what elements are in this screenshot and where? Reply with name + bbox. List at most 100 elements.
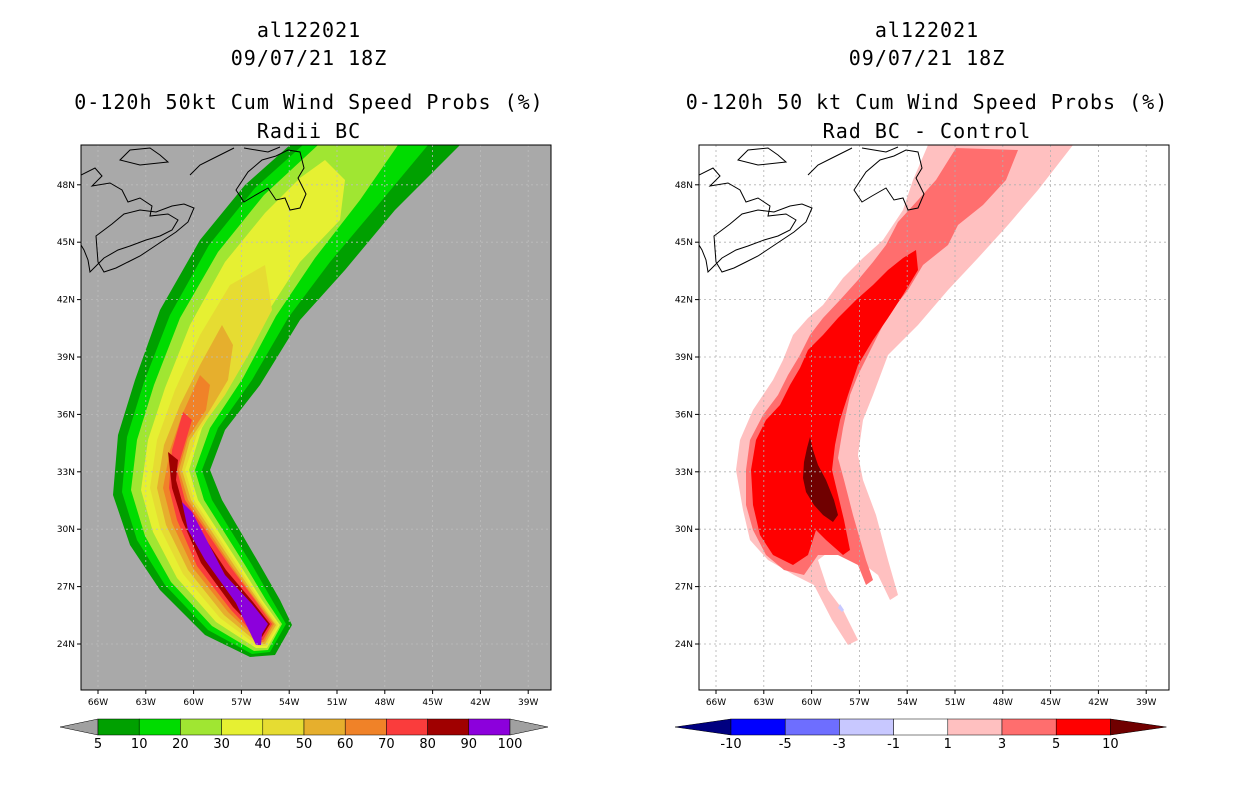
left-datetime: 09/07/21 18Z [230, 46, 388, 70]
colorbar-swatch [893, 718, 949, 736]
colorbar-label: 80 [419, 737, 436, 752]
colorbar-extend-high [1110, 718, 1167, 736]
colorbar-label: 10 [1102, 737, 1119, 752]
diff-contour-neg [838, 604, 844, 612]
lon-tick-label: 51W [945, 698, 965, 708]
left-product-title: 0-120h 50kt Cum Wind Speed Probs (%) [74, 90, 544, 114]
colorbar-swatch [839, 718, 894, 736]
lon-tick-label: 42W [470, 698, 490, 708]
colorbar-label: 90 [461, 737, 478, 752]
right-chart-panel: al122021 09/07/21 18Z 0-120h 50 kt Cum W… [618, 0, 1236, 800]
colorbar-extend-high [509, 718, 549, 736]
contour-90 [182, 502, 268, 645]
lon-tick-label: 39W [518, 698, 538, 708]
right-coastline [699, 146, 925, 274]
colorbar-swatch [947, 718, 1003, 736]
right-subtitle: Rad BC - Control [822, 119, 1032, 143]
lon-tick-label: 42W [1088, 698, 1108, 708]
colorbar-label: -3 [833, 737, 846, 752]
lon-tick-label: 66W [88, 698, 108, 708]
right-plot-frame [698, 144, 1170, 691]
lat-tick-label: 27N [57, 583, 75, 593]
lat-tick-label: 39N [57, 353, 75, 363]
colorbar-label: 3 [998, 737, 1006, 752]
lat-tick-label: 24N [57, 640, 75, 650]
right-colorbar: -10 -5 -3 -1 1 3 5 10 [674, 718, 1167, 752]
lat-tick-label: 48N [57, 181, 75, 191]
lat-tick-label: 30N [675, 525, 693, 535]
colorbar-swatch [427, 718, 470, 736]
right-longitude-labels: 66W 63W 60W 57W 54W 51W 48W 45W 42W 39W [706, 698, 1157, 708]
colorbar-label: 50 [296, 737, 313, 752]
colorbar-label: -1 [887, 737, 900, 752]
right-datetime: 09/07/21 18Z [848, 46, 1006, 70]
right-storm-id: al122021 [874, 18, 980, 42]
lat-tick-label: 24N [675, 640, 693, 650]
colorbar-swatch [221, 718, 264, 736]
colorbar-swatch [303, 718, 346, 736]
colorbar-label: 70 [378, 737, 395, 752]
lon-tick-label: 63W [136, 698, 156, 708]
left-storm-id: al122021 [256, 18, 362, 42]
lat-tick-label: 45N [675, 238, 693, 248]
lat-tick-label: 45N [57, 238, 75, 248]
lon-tick-label: 60W [801, 698, 821, 708]
lon-tick-label: 54W [897, 698, 917, 708]
colorbar-swatch [730, 718, 786, 736]
colorbar-swatch [344, 718, 387, 736]
colorbar-label: 10 [131, 737, 148, 752]
lon-tick-label: 51W [327, 698, 347, 708]
colorbar-swatch [1001, 718, 1057, 736]
lat-tick-label: 33N [57, 468, 75, 478]
colorbar-swatch [784, 718, 840, 736]
colorbar-swatch [386, 718, 428, 736]
left-gridlines [77, 145, 551, 694]
colorbar-label: -5 [779, 737, 792, 752]
lon-tick-label: 66W [706, 698, 726, 708]
lat-tick-label: 36N [57, 410, 75, 420]
colorbar-label: 5 [1052, 737, 1060, 752]
right-gridlines [695, 145, 1169, 694]
colorbar-swatch [262, 718, 305, 736]
colorbar-swatch [468, 718, 511, 736]
left-colorbar: 5 10 20 30 40 50 60 70 80 90 100 [59, 718, 549, 752]
lat-tick-label: 30N [57, 525, 75, 535]
colorbar-label: 5 [94, 737, 102, 752]
colorbar-label: 1 [944, 737, 952, 752]
lon-tick-label: 60W [183, 698, 203, 708]
left-probability-contours [113, 145, 460, 657]
lat-tick-label: 48N [675, 181, 693, 191]
lat-tick-label: 42N [57, 296, 75, 306]
diff-contour-5 [751, 250, 918, 565]
lon-tick-label: 54W [279, 698, 299, 708]
colorbar-swatch [97, 718, 140, 736]
lon-tick-label: 45W [1040, 698, 1060, 708]
lat-tick-label: 33N [675, 468, 693, 478]
left-latitude-labels: 24N 27N 30N 33N 36N 39N 42N 45N 48N [57, 181, 75, 650]
colorbar-label: 30 [213, 737, 230, 752]
lon-tick-label: 57W [231, 698, 251, 708]
colorbar-extend-low [59, 718, 99, 736]
colorbar-label: 20 [172, 737, 189, 752]
lon-tick-label: 39W [1136, 698, 1156, 708]
lon-tick-label: 45W [422, 698, 442, 708]
colorbar-label: 100 [498, 737, 523, 752]
colorbar-swatch [138, 718, 181, 736]
colorbar-swatch [180, 718, 222, 736]
right-latitude-labels: 24N 27N 30N 33N 36N 39N 42N 45N 48N [675, 181, 693, 650]
lat-tick-label: 27N [675, 583, 693, 593]
left-map-svg: 66W 63W 60W 57W 54W 51W 48W 45W 42W 39W 24N 27N 30N… [57, 144, 552, 752]
left-subtitle: Radii BC [256, 119, 362, 143]
lon-tick-label: 48W [993, 698, 1013, 708]
lon-tick-label: 57W [849, 698, 869, 708]
colorbar-label: 40 [255, 737, 272, 752]
right-product-title: 0-120h 50 kt Cum Wind Speed Probs (%) [685, 90, 1169, 114]
left-longitude-labels: 66W 63W 60W 57W 54W 51W 48W 45W 42W 39W [88, 698, 539, 708]
lon-tick-label: 63W [754, 698, 774, 708]
left-plot-frame [80, 144, 552, 691]
left-chart-panel: al122021 09/07/21 18Z 0-120h 50kt Cum Wi… [57, 18, 552, 752]
lat-tick-label: 36N [675, 410, 693, 420]
lat-tick-label: 42N [675, 296, 693, 306]
colorbar-label: -10 [720, 737, 741, 752]
left-coastline [81, 146, 307, 274]
